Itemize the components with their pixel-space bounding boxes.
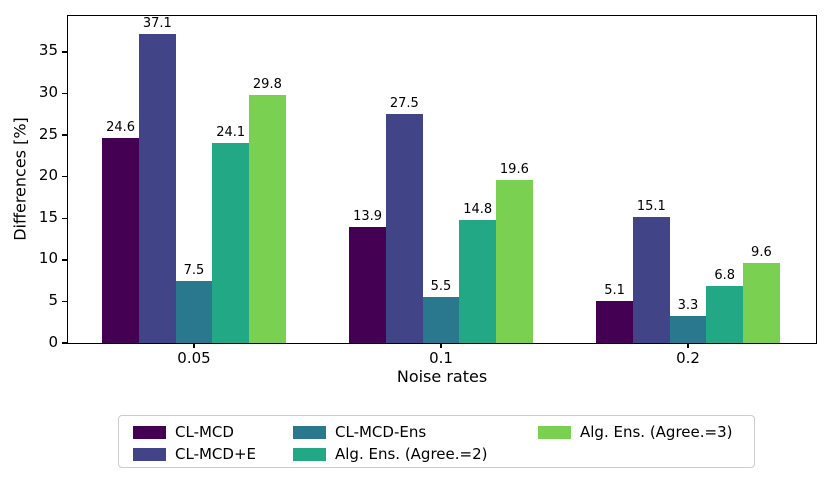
x-axis-title: Noise rates <box>396 367 488 386</box>
bar <box>743 263 780 343</box>
bar-value-label: 27.5 <box>389 96 419 112</box>
legend-label: CL-MCD <box>175 422 234 441</box>
bar-value-label: 15.1 <box>636 199 666 215</box>
legend-swatch-icon <box>538 425 571 439</box>
legend-column: CL-MCD CL-MCD+E <box>133 421 293 465</box>
bar <box>669 315 707 343</box>
y-tick-label: 15 <box>38 207 58 226</box>
y-tick-mark <box>61 342 67 344</box>
bar-value-label: 5.5 <box>430 279 452 295</box>
y-tick-mark <box>61 134 67 136</box>
legend-item: CL-MCD+E <box>133 443 293 465</box>
y-tick-mark <box>61 300 67 303</box>
bar-value-label: 9.6 <box>751 245 772 261</box>
legend-item: Alg. Ens. (Agree.=3) <box>538 421 732 443</box>
y-tick-label: 0 <box>48 332 58 351</box>
bar-value-label: 37.1 <box>142 16 172 32</box>
bar <box>706 286 744 343</box>
bar <box>102 138 139 343</box>
y-tick-label: 5 <box>48 290 58 309</box>
y-tick-label: 30 <box>38 83 58 102</box>
legend-column: CL-MCD-Ens Alg. Ens. (Agree.=2) <box>293 421 538 465</box>
bar <box>212 142 250 343</box>
x-tick-mark <box>687 343 689 348</box>
bar-value-label: 5.1 <box>604 282 625 298</box>
bar <box>422 297 460 343</box>
bar-value-label: 13.9 <box>353 209 383 225</box>
bar <box>249 95 286 343</box>
bar-value-label: 19.6 <box>499 162 529 177</box>
y-tick-mark <box>61 217 67 220</box>
x-tick-mark <box>440 343 442 348</box>
legend-swatch-icon <box>293 447 326 461</box>
legend-swatch-icon <box>133 447 166 461</box>
bar <box>632 217 670 343</box>
bar <box>138 34 176 343</box>
plot-area: 0 5 10 15 20 25 30 35 0.05 0.1 0.2 24.6 37.1 7.5 24.1 2… <box>39 15 817 366</box>
x-tick-label: 0.2 <box>676 349 700 367</box>
legend-item: CL-MCD-Ens <box>293 421 538 443</box>
bar-value-label: 24.6 <box>106 120 136 136</box>
legend-swatch-icon <box>133 425 166 439</box>
y-tick-mark <box>61 92 67 95</box>
legend-label: Alg. Ens. (Agree.=3) <box>580 422 733 441</box>
legend: CL-MCD CL-MCD+E CL-MCD-Ens Alg. Ens. (Agree… <box>118 415 755 468</box>
y-tick-mark <box>61 259 67 261</box>
bar-value-label: 24.1 <box>216 124 246 140</box>
y-tick-label: 35 <box>38 41 58 60</box>
x-tick-mark <box>193 343 195 348</box>
bar-value-label: 14.8 <box>463 201 493 217</box>
bar <box>385 114 423 343</box>
y-tick-mark <box>61 51 67 53</box>
bar <box>349 227 386 343</box>
legend-label: CL-MCD-Ens <box>335 422 427 441</box>
bar <box>496 180 533 343</box>
x-tick-label: 0.1 <box>429 349 453 367</box>
legend-label: CL-MCD+E <box>175 444 256 463</box>
bar-value-label: 3.3 <box>677 297 699 313</box>
y-tick-mark <box>61 175 67 178</box>
legend-item: CL-MCD <box>133 421 293 443</box>
bar-value-label: 29.8 <box>252 77 282 93</box>
bar-value-label: 7.5 <box>183 262 205 278</box>
bar <box>459 219 497 343</box>
bar-value-label: 6.8 <box>714 268 736 284</box>
y-tick-label: 10 <box>38 249 58 268</box>
legend-item: Alg. Ens. (Agree.=2) <box>293 443 538 465</box>
bar <box>175 280 213 343</box>
legend-label: Alg. Ens. (Agree.=2) <box>335 444 488 463</box>
y-axis-title: Differences [%] <box>10 117 30 241</box>
legend-column: Alg. Ens. (Agree.=3) <box>538 421 732 443</box>
y-tick-label: 25 <box>38 124 58 143</box>
legend-swatch-icon <box>293 425 326 439</box>
y-tick-label: 20 <box>38 166 58 185</box>
x-tick-label: 0.05 <box>177 349 211 367</box>
bar <box>596 300 633 343</box>
